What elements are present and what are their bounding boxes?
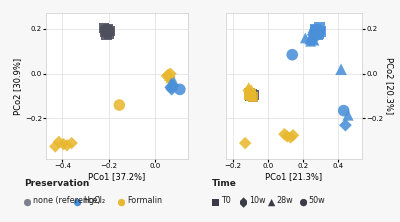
Point: [247, 90, 254, 93]
Point: [102, 31, 108, 34]
Point: [311, 31, 317, 34]
Point: [300, 201, 307, 204]
Point: [165, 72, 172, 75]
Point: [342, 123, 349, 127]
Point: [309, 37, 316, 41]
Point: [104, 27, 111, 31]
Point: [116, 103, 122, 107]
Point: [171, 80, 177, 83]
Point: [340, 109, 347, 112]
Point: [212, 201, 219, 204]
Point: [165, 73, 172, 77]
Point: [316, 26, 322, 30]
Text: HgCl₂: HgCl₂: [83, 196, 105, 205]
Point: [167, 85, 174, 89]
Point: [103, 33, 110, 36]
Point: [246, 91, 253, 95]
Point: [250, 95, 256, 99]
Point: [338, 67, 344, 71]
Text: Formalin: Formalin: [127, 196, 162, 205]
Point: [248, 94, 254, 98]
Text: Preservation: Preservation: [24, 179, 89, 188]
Point: [248, 93, 254, 97]
Point: [24, 201, 31, 204]
Text: Time: Time: [212, 179, 237, 188]
Point: [312, 35, 319, 39]
Point: [246, 85, 252, 89]
Point: [60, 143, 67, 146]
Point: [106, 32, 112, 35]
Point: [167, 82, 174, 85]
Point: [167, 72, 174, 75]
Point: [167, 76, 174, 80]
Point: [177, 88, 183, 91]
Point: [312, 28, 318, 32]
Text: none (reference): none (reference): [33, 196, 100, 205]
Point: [250, 95, 256, 99]
Point: [314, 33, 320, 36]
Point: [118, 201, 125, 204]
Point: [74, 201, 81, 204]
Point: [240, 201, 247, 204]
Point: [251, 93, 257, 97]
Point: [345, 113, 351, 117]
Point: [248, 88, 254, 91]
Point: [311, 38, 317, 42]
Point: [306, 37, 313, 41]
Point: [284, 135, 290, 138]
Point: [307, 40, 314, 43]
Point: [315, 32, 322, 35]
Point: [166, 74, 172, 78]
X-axis label: PCo1 [21.3%]: PCo1 [21.3%]: [266, 172, 322, 181]
Point: [246, 93, 252, 97]
Point: [170, 83, 176, 87]
Text: T0: T0: [221, 196, 230, 205]
X-axis label: PCo1 [37.2%]: PCo1 [37.2%]: [88, 172, 146, 181]
Point: [314, 28, 320, 32]
Point: [168, 88, 175, 91]
Text: 50w: 50w: [309, 196, 326, 205]
Point: [290, 133, 296, 137]
Point: [312, 27, 319, 31]
Point: [166, 75, 172, 79]
Point: [168, 81, 175, 84]
Point: [246, 89, 252, 92]
Point: [164, 74, 170, 78]
Point: [315, 32, 322, 35]
Point: [281, 132, 288, 136]
Point: [317, 30, 323, 33]
Point: [302, 36, 308, 40]
Point: [68, 141, 75, 145]
Point: [312, 31, 318, 34]
Point: [308, 35, 315, 39]
Point: [268, 201, 275, 204]
Point: [64, 144, 70, 147]
Point: [247, 92, 254, 96]
Point: [170, 84, 176, 88]
Point: [314, 33, 321, 36]
Point: [287, 136, 294, 139]
Point: [56, 140, 62, 144]
Point: [247, 94, 254, 98]
Point: [101, 26, 107, 30]
Point: [310, 33, 316, 36]
Y-axis label: PCo2 [30.9%]: PCo2 [30.9%]: [13, 57, 22, 115]
Point: [107, 30, 113, 33]
Y-axis label: PCo2 [20.3%]: PCo2 [20.3%]: [385, 57, 394, 115]
Point: [242, 141, 248, 145]
Point: [103, 28, 110, 32]
Text: 28w: 28w: [277, 196, 294, 205]
Point: [52, 145, 58, 148]
Point: [249, 92, 255, 96]
Text: 10w: 10w: [249, 196, 265, 205]
Point: [246, 91, 253, 95]
Point: [289, 53, 296, 56]
